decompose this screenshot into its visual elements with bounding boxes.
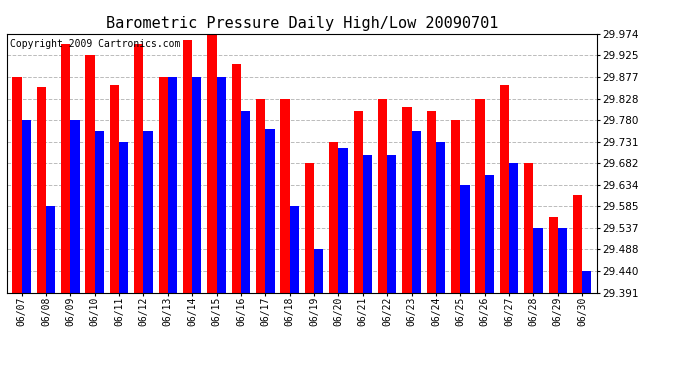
Bar bbox=[144, 131, 152, 292]
Bar bbox=[509, 164, 518, 292]
Bar bbox=[314, 249, 324, 292]
Bar bbox=[168, 77, 177, 292]
Bar bbox=[61, 44, 70, 292]
Bar bbox=[338, 148, 348, 292]
Bar bbox=[426, 111, 436, 292]
Bar bbox=[353, 111, 363, 292]
Bar bbox=[46, 206, 55, 292]
Bar bbox=[387, 155, 397, 292]
Bar bbox=[436, 142, 445, 292]
Bar bbox=[37, 87, 46, 292]
Bar bbox=[290, 206, 299, 292]
Text: Copyright 2009 Cartronics.com: Copyright 2009 Cartronics.com bbox=[10, 39, 180, 49]
Bar bbox=[378, 99, 387, 292]
Bar bbox=[110, 85, 119, 292]
Bar bbox=[86, 56, 95, 292]
Bar bbox=[21, 120, 31, 292]
Bar bbox=[500, 85, 509, 292]
Bar bbox=[460, 184, 470, 292]
Bar bbox=[475, 99, 484, 292]
Bar bbox=[193, 77, 201, 292]
Bar bbox=[558, 228, 567, 292]
Bar bbox=[451, 120, 460, 292]
Bar bbox=[305, 164, 314, 292]
Bar bbox=[549, 217, 558, 292]
Bar bbox=[232, 64, 241, 292]
Bar bbox=[280, 99, 290, 292]
Bar bbox=[266, 129, 275, 292]
Bar bbox=[402, 107, 411, 292]
Bar bbox=[95, 131, 104, 292]
Bar bbox=[524, 164, 533, 292]
Bar bbox=[134, 44, 144, 292]
Bar bbox=[159, 77, 168, 292]
Bar bbox=[207, 34, 217, 292]
Bar bbox=[241, 111, 250, 292]
Bar bbox=[573, 195, 582, 292]
Bar bbox=[533, 228, 543, 292]
Bar bbox=[119, 142, 128, 292]
Bar bbox=[411, 131, 421, 292]
Bar bbox=[217, 77, 226, 292]
Bar bbox=[183, 40, 193, 292]
Bar bbox=[12, 77, 21, 292]
Title: Barometric Pressure Daily High/Low 20090701: Barometric Pressure Daily High/Low 20090… bbox=[106, 16, 498, 31]
Bar bbox=[70, 120, 79, 292]
Bar bbox=[582, 271, 591, 292]
Bar bbox=[484, 176, 494, 292]
Bar bbox=[256, 99, 266, 292]
Bar bbox=[363, 155, 372, 292]
Bar bbox=[329, 142, 338, 292]
